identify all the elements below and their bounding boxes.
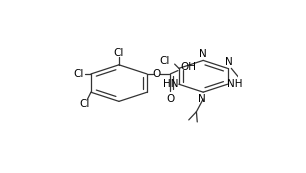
Text: Cl: Cl xyxy=(79,99,89,109)
Text: OH: OH xyxy=(181,62,196,72)
Text: O: O xyxy=(166,94,174,104)
Text: Cl: Cl xyxy=(74,69,84,79)
Text: HN: HN xyxy=(163,79,179,89)
Text: Cl: Cl xyxy=(114,48,124,58)
Text: N: N xyxy=(199,49,207,59)
Text: N: N xyxy=(199,94,206,104)
Text: O: O xyxy=(152,69,160,79)
Text: NH: NH xyxy=(227,79,243,89)
Text: Cl: Cl xyxy=(159,56,170,66)
Text: N: N xyxy=(225,57,233,67)
